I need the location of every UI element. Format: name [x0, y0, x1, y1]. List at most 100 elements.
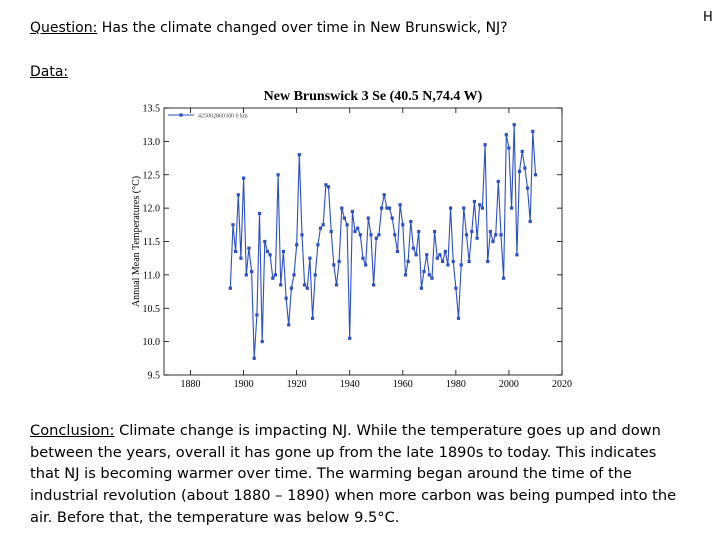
data-point: [358, 233, 362, 237]
data-point: [390, 216, 394, 220]
y-tick-label: 11.5: [143, 237, 160, 248]
data-point: [292, 273, 296, 277]
data-point: [491, 239, 495, 244]
data-point: [287, 323, 291, 327]
legend-marker: [179, 113, 183, 117]
y-tick-label: 12.0: [143, 204, 161, 215]
corner-letter: H: [703, 10, 713, 25]
data-point: [228, 286, 232, 290]
plot-frame: [163, 107, 563, 376]
x-tick-label: 1960: [393, 379, 413, 390]
y-tick-label: 11.0: [143, 270, 160, 281]
data-point: [234, 249, 238, 254]
data-point: [350, 209, 354, 214]
data-point: [321, 223, 325, 227]
data-point: [462, 206, 466, 210]
data-point: [303, 283, 307, 287]
data-point: [260, 340, 264, 344]
data-point: [377, 233, 381, 237]
data-point: [446, 263, 450, 267]
data-point: [250, 269, 254, 274]
data-point: [244, 273, 248, 277]
data-point: [454, 286, 458, 290]
data-point: [478, 203, 482, 207]
x-tick-label: 2020: [552, 379, 572, 390]
data-point: [504, 133, 508, 137]
data-point: [332, 263, 336, 267]
data-point: [316, 243, 320, 247]
data-point: [403, 273, 408, 277]
data-point: [324, 183, 328, 187]
data-point: [252, 356, 256, 360]
data-point: [382, 193, 386, 197]
data-point: [265, 249, 270, 254]
data-point: [438, 253, 442, 257]
data-point: [531, 129, 535, 133]
conclusion: Conclusion: Climate change is impacting …: [30, 420, 690, 529]
data-point: [435, 256, 439, 260]
data-point: [356, 226, 360, 230]
data-point: [257, 211, 262, 216]
data-point: [525, 186, 530, 190]
data-point: [443, 249, 447, 254]
question-text: Has the climate changed over time in New…: [97, 20, 508, 36]
data-point: [409, 219, 413, 224]
data-point: [515, 253, 519, 257]
data-point: [247, 246, 251, 250]
data-point: [311, 316, 315, 320]
data-point: [372, 283, 376, 287]
question-label: Question:: [30, 20, 98, 36]
data-point: [366, 216, 370, 220]
data-point: [268, 253, 272, 257]
data-point: [348, 336, 352, 340]
data-point: [255, 313, 259, 317]
data-point: [459, 263, 463, 267]
data-point: [475, 236, 479, 240]
data-point: [488, 229, 492, 234]
conclusion-label: Conclusion:: [30, 422, 115, 439]
data-point: [441, 259, 445, 264]
data-point: [456, 316, 461, 320]
y-tick-label: 9.5: [148, 371, 161, 382]
data-point: [263, 239, 267, 244]
data-point: [528, 219, 532, 224]
data-point: [318, 226, 323, 230]
data-point: [433, 229, 437, 234]
x-tick-label: 1980: [446, 379, 466, 390]
data-point: [300, 233, 304, 237]
data-point: [472, 199, 476, 204]
data-point: [289, 286, 293, 290]
x-tick-label: 1880: [181, 379, 201, 390]
series-line: [229, 124, 537, 359]
conclusion-text: Climate change is impacting NJ. While th…: [30, 422, 677, 526]
x-tick-label: 2000: [499, 379, 519, 390]
data-point: [279, 283, 283, 287]
data-point: [425, 253, 429, 257]
data-point: [510, 206, 514, 210]
data-point: [374, 236, 378, 240]
data-point: [422, 269, 426, 274]
y-tick-label: 12.5: [143, 170, 161, 181]
data-point: [334, 283, 339, 287]
data-point: [271, 276, 275, 280]
data-point: [523, 166, 527, 170]
data-point: [342, 216, 346, 220]
data-point: [395, 249, 400, 254]
data-point: [512, 123, 516, 127]
data-point: [276, 173, 280, 177]
data-point: [353, 229, 357, 234]
data-point: [427, 273, 431, 277]
data-point: [284, 296, 288, 300]
y-tick-label: 10.5: [143, 304, 161, 315]
data-point: [502, 276, 506, 280]
data-point: [411, 246, 415, 250]
data-point: [430, 276, 434, 280]
y-tick-label: 13.0: [143, 137, 161, 148]
data-point: [326, 185, 331, 189]
data-point: [308, 256, 312, 260]
data-point: [281, 249, 285, 254]
data-point: [486, 259, 490, 264]
data-point: [340, 206, 344, 210]
data-point: [517, 169, 522, 173]
data-point: [496, 179, 500, 183]
